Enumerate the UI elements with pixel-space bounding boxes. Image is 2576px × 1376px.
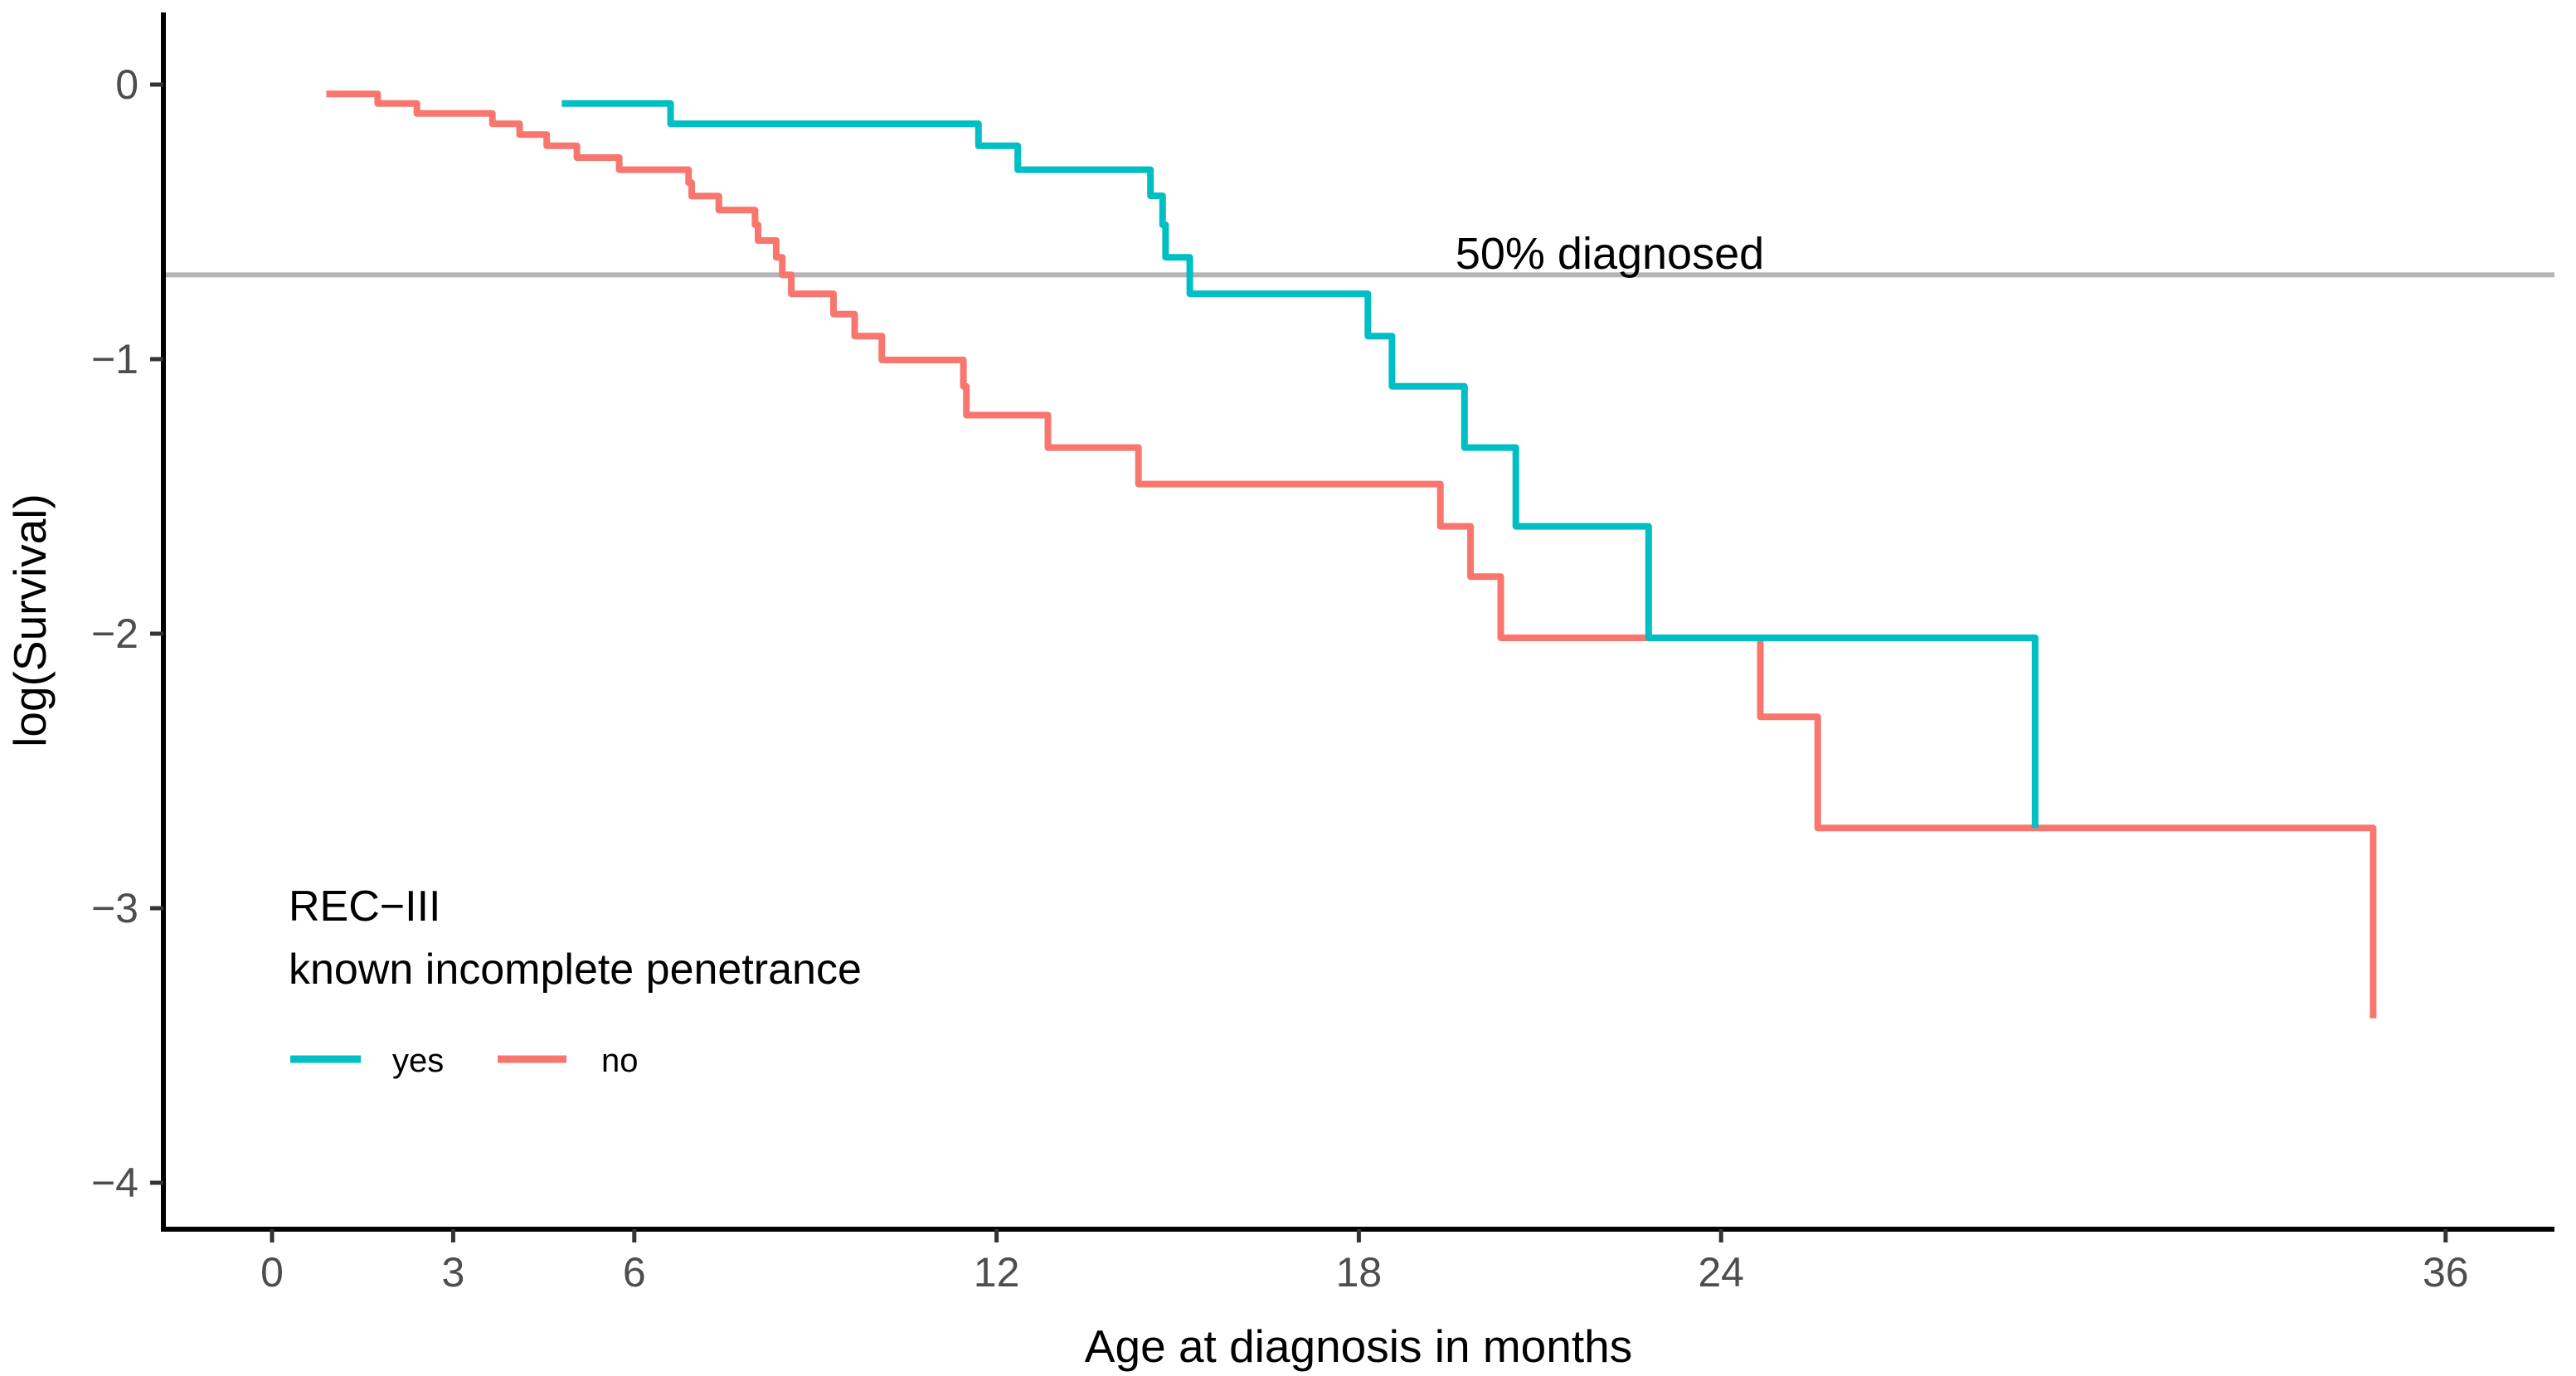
y-tick-label--1: −1: [91, 336, 139, 382]
x-axis-title: Age at diagnosis in months: [1085, 1320, 1632, 1372]
x-tick-label-6: 6: [623, 1249, 646, 1296]
series-yes-curve: [561, 100, 2039, 829]
legend: REC−III known incomplete penetrance yes …: [289, 882, 862, 1079]
y-axis-title: log(Survival): [4, 494, 56, 747]
x-tick-label-36: 36: [2423, 1249, 2469, 1296]
reference-line-label: 50% diagnosed: [1456, 229, 1764, 279]
y-tick-label--2: −2: [91, 610, 139, 657]
x-tick-label-12: 12: [974, 1249, 1020, 1296]
x-tick-label-18: 18: [1336, 1249, 1383, 1296]
axes-layer: 0 3 6 12 18 24 360−1−2−3−4: [91, 12, 2554, 1296]
legend-label-yes: yes: [392, 1043, 444, 1079]
legend-label-no: no: [601, 1043, 639, 1079]
legend-title-line1: REC−III: [289, 882, 441, 931]
series-layer: [326, 90, 2377, 1019]
legend-title-line2: known incomplete penetrance: [289, 946, 862, 994]
series-no-curve: [326, 90, 2377, 1019]
x-tick-label-0: 0: [260, 1249, 284, 1296]
y-tick-label--3: −3: [91, 885, 139, 931]
y-tick-label--4: −4: [91, 1160, 139, 1206]
x-tick-label-3: 3: [441, 1249, 464, 1296]
y-tick-label-0: 0: [115, 61, 139, 108]
x-tick-label-24: 24: [1698, 1249, 1744, 1296]
